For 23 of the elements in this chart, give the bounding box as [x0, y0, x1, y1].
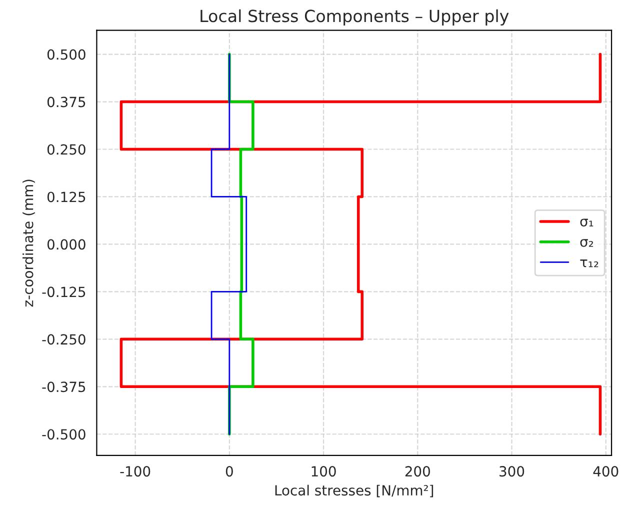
x-tick-label: -100	[120, 466, 150, 477]
y-tick-label: -0.375	[42, 382, 86, 392]
x-axis-title: Local stresses [N/mm²]	[275, 484, 434, 498]
y-tick-label: -0.250	[42, 334, 86, 345]
y-tick-label: -0.500	[42, 429, 86, 440]
x-tick-label: 300	[500, 466, 524, 477]
y-tick-label: -0.125	[42, 286, 86, 298]
x-tick-label: 100	[312, 466, 336, 477]
y-tick-label: 0.125	[47, 192, 86, 202]
y-tick-label: 0.375	[47, 96, 86, 108]
x-tick-label: 400	[593, 466, 618, 477]
y-tick-label: 0.000	[47, 239, 86, 250]
x-tick-label: 0	[226, 466, 233, 477]
y-tick-label: 0.250	[47, 144, 86, 155]
line-series	[120, 52, 602, 436]
y-axis-title: z-coordinate (mm)	[22, 180, 35, 307]
legend-label: σ₂	[580, 239, 594, 247]
x-tick-label: 200	[405, 466, 430, 477]
y-tick-label: 0.500	[47, 49, 86, 60]
legend-label: τ₁₂	[580, 260, 598, 268]
chart-title: Local Stress Components – Upper ply	[200, 9, 509, 26]
line-series	[210, 54, 248, 435]
legend-label: σ₁	[580, 218, 594, 227]
